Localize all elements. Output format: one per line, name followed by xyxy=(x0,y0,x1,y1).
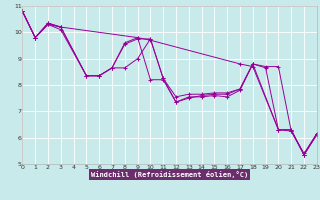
X-axis label: Windchill (Refroidissement éolien,°C): Windchill (Refroidissement éolien,°C) xyxy=(91,171,248,178)
